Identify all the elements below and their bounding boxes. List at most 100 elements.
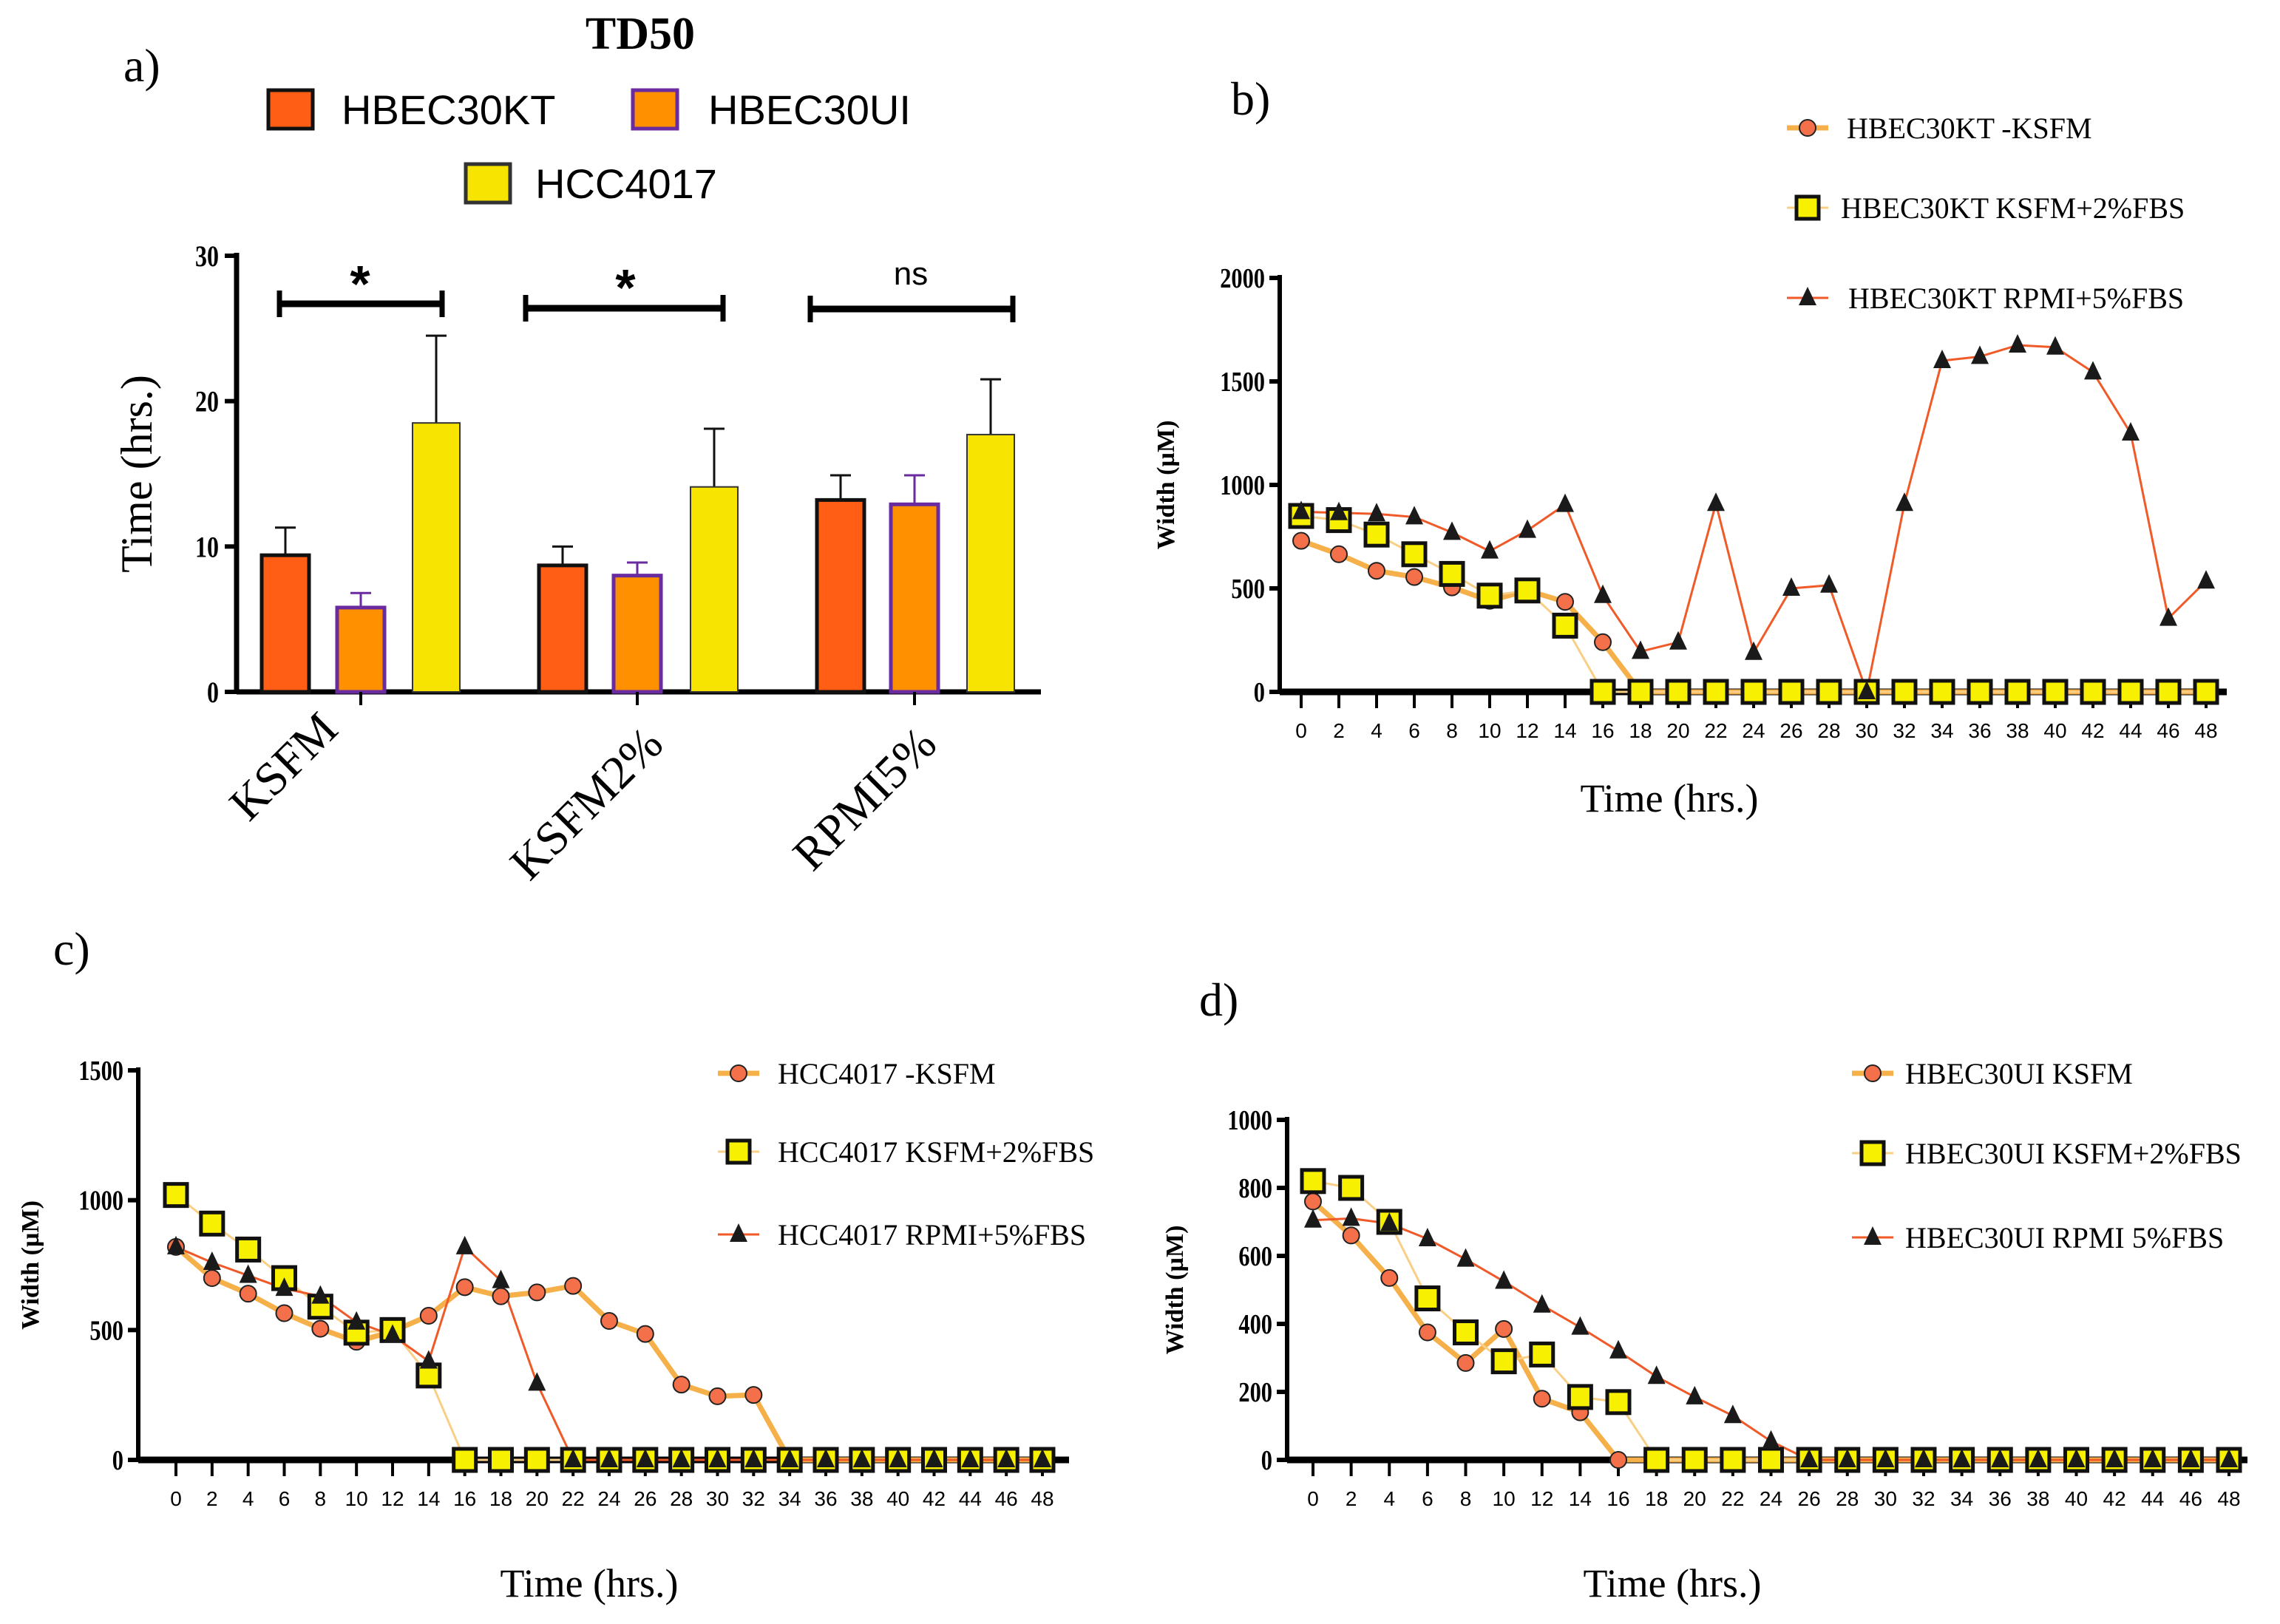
y-tick-label: 1500 [78,1056,123,1087]
data-point-triangle [925,1449,943,1467]
x-tick-label: 24 [1742,719,1765,742]
x-tick-label: 42 [2081,719,2104,742]
series-line [1300,514,2206,693]
y-tick-label: 30 [195,240,219,273]
data-point-circle [636,1325,654,1343]
data-point-triangle [1933,350,1951,368]
x-tick-label: 28 [1817,719,1840,742]
bar [889,502,940,694]
x-tick-label: 38 [2026,1487,2049,1510]
data-point-square [1514,577,1541,604]
x-tick-label: 16 [453,1487,476,1510]
data-point-circle [528,1283,546,1302]
data-point-circle [1556,593,1574,611]
bar [966,433,1015,693]
data-point-triangle [1723,1404,1742,1424]
legend-label: HBEC30UI RPMI 5%FBS [1905,1221,2224,1254]
x-tick-label: 10 [345,1487,368,1510]
y-tick-label: 0 [1254,677,1265,708]
data-point-triangle [167,1235,185,1254]
data-point-triangle [384,1324,401,1343]
x-tick-label: 8 [1446,719,1458,742]
series-line [1300,344,2208,693]
legend-label: HCC4017 KSFM+2%FBS [778,1135,1094,1169]
x-tick-label: 22 [1704,719,1727,742]
data-point-triangle [2009,334,2026,353]
data-point-triangle [1556,493,1574,512]
data-point-triangle [852,1449,871,1467]
data-point-triangle [203,1251,221,1270]
data-point-circle [744,1386,763,1404]
category-label: KSFM [219,702,347,830]
data-point-square [1476,582,1503,609]
data-point-square [1453,1319,1479,1345]
data-point-triangle [1762,1430,1780,1449]
category-label: RPMI5% [783,717,946,880]
data-point-triangle [1368,503,1385,522]
x-tick-label: 14 [417,1487,440,1510]
data-point-triangle [1669,631,1687,650]
data-point-circle [708,1387,727,1405]
x-tick-label: 42 [923,1487,946,1510]
x-tick-label: 28 [670,1487,693,1510]
data-point-triangle [1456,1248,1475,1267]
x-tick-label: 16 [1606,1487,1629,1510]
x-tick-label: 48 [2217,1487,2240,1510]
data-point-triangle [889,1449,907,1467]
data-point-triangle [1858,681,1876,699]
data-point-triangle [239,1264,257,1283]
x-tick-label: 2 [1333,719,1345,742]
data-point-square [1338,1175,1365,1201]
x-tick-label: 18 [489,1487,512,1510]
data-point-square [1363,521,1390,548]
data-point-square [452,1447,478,1473]
data-point-triangle [1991,1449,2009,1467]
x-tick-label: 0 [1307,1487,1319,1510]
series-markers [1292,531,2215,701]
x-tick-label: 32 [1912,1487,1935,1510]
y-axis-label: Width (µM) [1161,1226,1189,1355]
x-tick-label: 44 [959,1487,982,1510]
x-tick-label: 44 [2141,1487,2164,1510]
x-tick-label: 12 [1516,719,1538,742]
legend-label: HBEC30KT -KSFM [1847,112,2092,145]
data-point-triangle [419,1350,438,1369]
x-tick-label: 32 [742,1487,765,1510]
data-point-square [1414,1285,1441,1311]
data-point-triangle [1292,500,1310,520]
x-tick-label: 48 [1031,1487,1054,1510]
data-point-triangle [1971,345,1989,364]
data-point-triangle [730,1223,747,1242]
legend-swatch [631,88,679,131]
data-point-triangle [961,1449,980,1467]
data-point-triangle [1876,1449,1895,1467]
data-point-triangle [1380,1212,1399,1231]
data-point-square [1300,1168,1326,1195]
legend-label: HCC4017 [535,160,717,207]
significance-label: * [615,259,636,316]
data-point-triangle [2220,1449,2238,1467]
series-markers [1288,503,2219,705]
y-tick-label: 0 [112,1445,123,1476]
y-tick-label: 10 [195,531,219,563]
data-point-circle [1292,531,1310,550]
panel-label: b) [1231,72,1270,125]
data-point-square [1703,679,1729,705]
x-tick-label: 6 [279,1487,291,1510]
x-tick-label: 2 [206,1487,218,1510]
data-point-circle [1342,1226,1360,1245]
x-tick-label: 4 [1383,1487,1395,1510]
data-point-square [1567,1384,1593,1410]
data-point-triangle [2143,1449,2162,1467]
x-tick-label: 38 [850,1487,873,1510]
x-tick-label: 46 [995,1487,1018,1510]
x-tick-label: 20 [1683,1487,1706,1510]
x-tick-label: 8 [315,1487,327,1510]
y-tick-label: 500 [1231,574,1265,605]
bar [259,553,311,694]
data-point-square [235,1236,262,1263]
panel-label: c) [53,923,90,975]
data-point-triangle [1330,501,1348,520]
y-tick-label: 1000 [78,1186,123,1217]
